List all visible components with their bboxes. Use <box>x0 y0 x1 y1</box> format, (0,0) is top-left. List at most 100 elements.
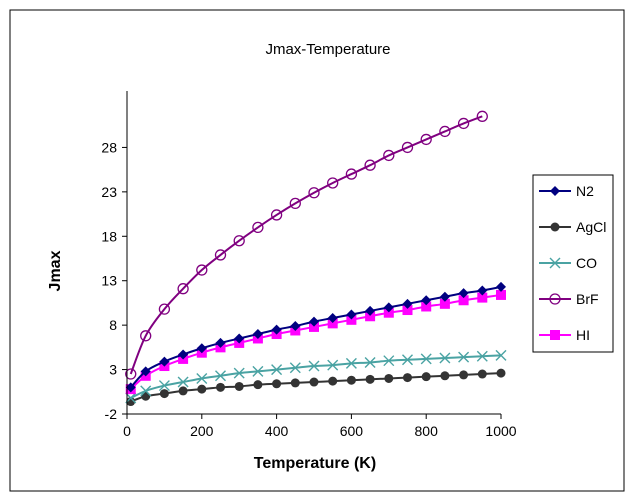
plot-area <box>125 110 507 407</box>
marker-stroke <box>158 380 170 392</box>
x-tick-label: 200 <box>190 423 214 439</box>
marker-stroke <box>420 353 432 365</box>
data-point-hi <box>365 311 376 322</box>
data-point-co <box>140 385 152 397</box>
marker-stroke <box>476 350 488 362</box>
data-point-n2 <box>327 313 338 324</box>
x-tick-label: 1000 <box>485 423 516 439</box>
legend-item-agcl: AgCl <box>539 219 606 235</box>
y-tick-label: 28 <box>101 139 117 155</box>
data-point-co <box>289 362 301 374</box>
x-tick-label: 800 <box>415 423 439 439</box>
data-point-n2 <box>439 291 450 302</box>
data-point-hi <box>477 292 488 303</box>
data-point-n2 <box>252 329 263 340</box>
data-point-agcl <box>328 376 338 386</box>
marker-stroke <box>252 365 264 377</box>
data-point-hi <box>309 321 319 332</box>
data-point-brf <box>383 149 395 162</box>
data-point-agcl <box>440 371 450 381</box>
data-point-hi <box>402 305 413 316</box>
data-point-co <box>271 364 283 376</box>
marker-stroke <box>215 370 226 382</box>
y-tick-label: 13 <box>101 273 117 289</box>
marker-stroke <box>495 349 507 361</box>
data-point-agcl <box>216 382 225 392</box>
data-point-co <box>252 365 264 377</box>
data-point-n2 <box>271 324 282 335</box>
data-point-n2 <box>402 298 413 309</box>
data-point-co <box>327 359 339 371</box>
data-point-brf <box>476 110 488 122</box>
data-point-n2 <box>196 343 207 354</box>
data-point-agcl <box>477 369 487 379</box>
data-point-co <box>158 380 170 392</box>
data-point-brf <box>457 117 470 130</box>
data-point-brf <box>401 141 414 154</box>
legend-marker <box>549 257 561 269</box>
chart-area-border <box>9 9 625 492</box>
data-point-n2 <box>309 316 319 327</box>
marker-stroke <box>458 351 470 363</box>
data-point-brf <box>140 330 152 342</box>
legend-item-co: CO <box>539 255 597 271</box>
legend-marker <box>550 222 560 232</box>
marker-stroke <box>140 385 152 397</box>
data-point-agcl <box>403 373 412 383</box>
y-tick-label: 3 <box>109 362 117 378</box>
y-axis-label: Jmax <box>47 250 64 291</box>
marker-stroke <box>308 360 320 372</box>
data-point-n2 <box>458 288 469 299</box>
series-brf <box>125 110 488 380</box>
legend-marker <box>550 186 560 196</box>
data-point-co <box>495 349 507 361</box>
data-point-agcl <box>272 379 282 389</box>
legend-item-hi: HI <box>539 327 590 343</box>
y-tick-label: -2 <box>105 406 118 422</box>
legend-marker <box>549 293 561 305</box>
data-point-brf <box>177 283 189 295</box>
data-point-co <box>345 357 357 369</box>
data-point-brf <box>439 125 451 138</box>
data-point-co <box>215 370 226 382</box>
data-point-co <box>233 367 245 379</box>
legend-item-n2: N2 <box>539 183 594 199</box>
data-point-agcl <box>346 375 356 385</box>
data-point-agcl <box>384 373 394 383</box>
y-tick-label: 23 <box>101 184 117 200</box>
data-point-n2 <box>178 349 189 360</box>
series-n2 <box>125 281 506 393</box>
data-point-agcl <box>459 370 469 380</box>
data-point-brf <box>289 197 301 210</box>
data-point-n2 <box>346 309 357 320</box>
marker-stroke <box>345 357 357 369</box>
chart-title: Jmax-Temperature <box>265 41 390 58</box>
data-point-brf <box>308 187 320 199</box>
marker-stroke <box>289 362 301 374</box>
legend-item-brf: BrF <box>539 291 599 307</box>
x-tick-label: 600 <box>340 423 364 439</box>
data-point-co <box>364 356 376 368</box>
data-point-n2 <box>125 382 136 393</box>
series-co <box>125 349 507 404</box>
marker-stroke <box>439 352 451 364</box>
marker-stroke <box>233 367 245 379</box>
data-point-agcl <box>421 372 431 382</box>
legend-label: AgCl <box>576 219 606 235</box>
data-point-co <box>383 355 395 367</box>
data-point-co <box>402 354 413 366</box>
marker-stroke <box>402 354 413 366</box>
data-point-hi <box>346 314 357 325</box>
marker-stroke <box>549 257 561 269</box>
data-point-n2 <box>365 305 376 316</box>
axes: -2 3 8 13 18 23 28 0 200 400 600 800 1000 <box>101 91 517 439</box>
data-point-hi <box>327 318 338 329</box>
data-point-hi <box>439 298 450 309</box>
data-point-agcl <box>309 377 319 387</box>
data-point-hi <box>383 307 394 318</box>
marker-stroke <box>364 356 376 368</box>
data-point-co <box>458 351 470 363</box>
data-point-n2 <box>234 333 245 344</box>
data-point-n2 <box>140 366 151 377</box>
